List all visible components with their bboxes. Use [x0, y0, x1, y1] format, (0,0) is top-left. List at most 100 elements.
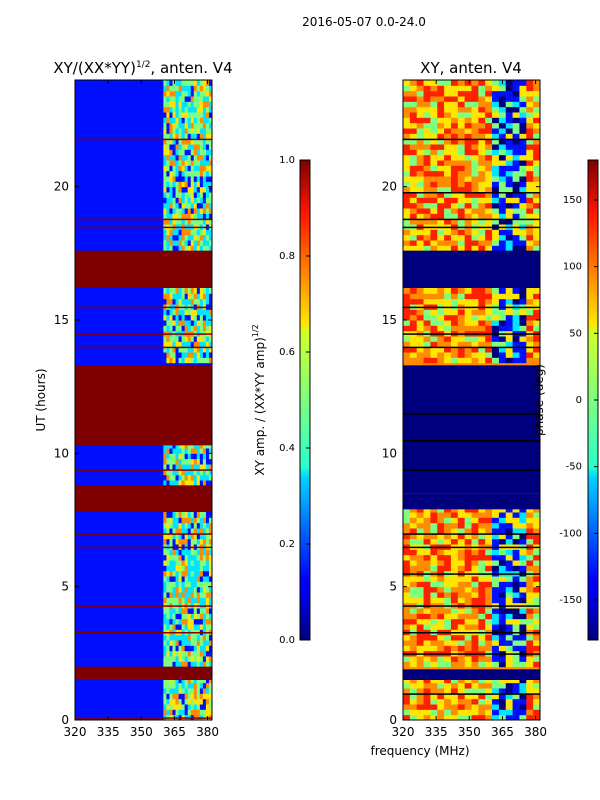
- right-heat-cell: [485, 314, 493, 321]
- right-heat-cell: [485, 512, 493, 518]
- left-flagged-line: [75, 306, 212, 309]
- left-heat-cell: [166, 240, 170, 246]
- right-heat-cell: [430, 154, 438, 161]
- right-heat-cell: [416, 688, 424, 694]
- right-heat-cell: [512, 597, 520, 604]
- left-heat-cell: [190, 576, 195, 582]
- left-heat-cell: [208, 581, 212, 588]
- right-heat-cell: [512, 528, 520, 534]
- left-heat-cell: [184, 293, 188, 300]
- left-heat-cell: [196, 474, 201, 481]
- right-heat-cell: [437, 693, 445, 700]
- left-heat-cell: [178, 576, 182, 582]
- right-heat-cell: [464, 714, 472, 720]
- right-heat-cell: [409, 357, 417, 364]
- right-heat-cell: [471, 288, 479, 294]
- right-heat-cell: [526, 170, 534, 177]
- left-heat-cell: [172, 213, 176, 220]
- right-heat-cell: [505, 645, 513, 652]
- left-heat-cell: [169, 442, 173, 449]
- right-heat-cell: [437, 90, 445, 97]
- left-flagged-line: [75, 333, 212, 335]
- left-heat-cell: [205, 570, 210, 577]
- right-heat-cell: [505, 677, 513, 684]
- right-heat-cell: [423, 714, 431, 720]
- right-heat-cell: [498, 245, 507, 252]
- left-heat-cell: [178, 650, 182, 657]
- left-heat-cell: [187, 474, 192, 481]
- y-tick-label: 0: [389, 713, 397, 727]
- left-heat-cell: [184, 80, 188, 86]
- right-heat-cell: [512, 613, 520, 620]
- left-heat-cell: [166, 608, 170, 614]
- right-heat-cell: [478, 160, 486, 166]
- right-heat-cell: [450, 613, 459, 620]
- left-heat-cell: [190, 154, 195, 161]
- left-heat-cell: [199, 538, 204, 545]
- right-heat-cell: [485, 656, 493, 662]
- right-heat-cell: [403, 528, 411, 534]
- right-heat-cell: [492, 640, 500, 646]
- right-heat-cell: [478, 709, 486, 716]
- left-heat-cell: [166, 218, 170, 225]
- left-heat-cell: [190, 688, 195, 694]
- right-heat-cell: [478, 122, 486, 129]
- right-heat-cell: [485, 517, 493, 524]
- left-heat-cell: [172, 117, 176, 124]
- left-heat-cell: [181, 213, 185, 220]
- left-heat-cell: [187, 101, 192, 108]
- right-heat-cell: [512, 154, 520, 161]
- left-heat-cell: [172, 357, 176, 364]
- left-heat-cell: [172, 229, 176, 236]
- left-heat-cell: [196, 325, 201, 332]
- left-heat-cell: [196, 202, 201, 209]
- left-heat-cell: [205, 517, 210, 524]
- right-heat-cell: [498, 293, 507, 300]
- right-flagged-line: [403, 605, 540, 607]
- left-heat-cell: [190, 538, 195, 545]
- left-heat-cell: [172, 464, 176, 470]
- left-heat-cell: [181, 570, 185, 577]
- left-heat-cell: [163, 538, 167, 545]
- left-heat-cell: [196, 122, 201, 129]
- right-heat-cell: [464, 698, 472, 705]
- left-heat-cell: [166, 80, 170, 86]
- right-heat-cell: [450, 240, 459, 246]
- right-heat-cell: [533, 677, 540, 684]
- right-heat-cell: [533, 117, 540, 124]
- left-heat-cell: [178, 176, 182, 182]
- left-heat-cell: [196, 229, 201, 236]
- left-heat-cell: [205, 586, 210, 593]
- right-heat-cell: [471, 357, 479, 364]
- left-heat-cell: [202, 650, 207, 657]
- right-heat-cell: [492, 144, 500, 150]
- right-heat-cell: [423, 613, 431, 620]
- right-heat-cell: [444, 117, 452, 124]
- right-heat-cell: [519, 693, 527, 700]
- right-heat-cell: [430, 133, 438, 140]
- right-heat-cell: [416, 149, 424, 156]
- right-heat-cell: [416, 320, 424, 326]
- right-heat-cell: [512, 288, 520, 294]
- left-heat-cell: [163, 288, 167, 294]
- right-heat-cell: [519, 181, 527, 188]
- right-heat-cell: [498, 512, 507, 518]
- left-heat-cell: [208, 341, 212, 348]
- right-heat-cell: [423, 352, 431, 358]
- right-heat-cell: [409, 528, 417, 534]
- right-heat-cell: [471, 634, 479, 641]
- left-heat-cell: [202, 688, 207, 694]
- left-heat-cell: [202, 314, 207, 321]
- left-heat-cell: [190, 96, 195, 102]
- right-heat-cell: [430, 640, 438, 646]
- left-heat-cell: [205, 112, 210, 118]
- left-heat-cell: [190, 101, 195, 108]
- left-heat-cell: [196, 517, 201, 524]
- right-heat-cell: [403, 352, 411, 358]
- left-heat-cell: [193, 325, 198, 332]
- left-heat-cell: [190, 90, 195, 97]
- left-heat-cell: [202, 640, 207, 646]
- right-heat-cell: [519, 80, 527, 86]
- right-heat-cell: [464, 517, 472, 524]
- right-heat-cell: [464, 314, 472, 321]
